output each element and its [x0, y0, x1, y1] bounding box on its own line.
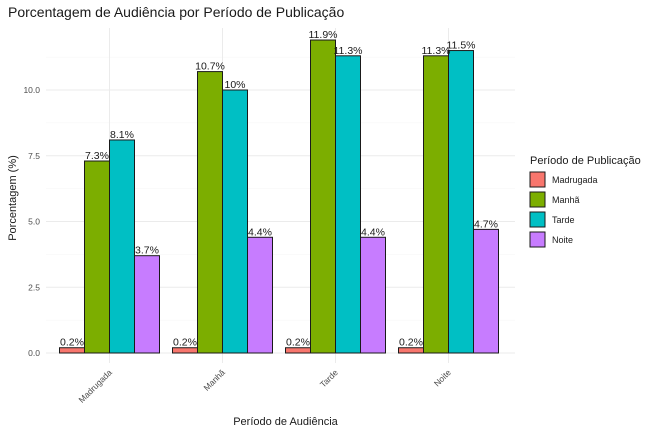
y-tick-label: 10.0	[23, 85, 40, 95]
data-label: 4.4%	[248, 226, 272, 238]
bar	[423, 55, 449, 354]
legend-label: Madrugada	[552, 175, 598, 185]
x-axis-ticks: Madrugada Manhã Tarde Noite	[76, 367, 453, 405]
legend-key	[529, 191, 546, 208]
data-label: 0.2%	[399, 337, 423, 349]
bar	[197, 71, 223, 354]
x-tick-label: Tarde	[318, 367, 340, 389]
bar	[134, 255, 160, 354]
bar	[473, 228, 499, 354]
data-label: 10%	[224, 79, 245, 91]
data-label: 0.2%	[173, 337, 197, 349]
data-labels: 0.2% 0.2% 0.2% 0.2% 7.3% 10.7% 11.9% 11.3% 8.1% 1…	[60, 29, 498, 349]
bar	[360, 236, 386, 354]
data-label: 10.7%	[195, 61, 225, 73]
y-tick-label: 0.0	[28, 348, 40, 358]
legend-key	[529, 231, 546, 248]
bar	[222, 89, 248, 354]
bar	[109, 139, 135, 354]
data-label: 11.3%	[422, 45, 451, 57]
bars	[59, 39, 499, 354]
legend-key	[529, 211, 546, 228]
legend-key	[529, 171, 546, 188]
legend-label: Tarde	[552, 215, 575, 225]
bar	[448, 50, 474, 354]
x-tick-label: Madrugada	[76, 367, 114, 405]
data-label: 4.4%	[361, 226, 385, 238]
data-label: 0.2%	[60, 337, 84, 349]
data-label: 3.7%	[135, 245, 159, 257]
y-tick-label: 7.5	[28, 151, 40, 161]
legend-title: Período de Publicação	[530, 155, 641, 167]
data-label: 11.5%	[447, 40, 476, 52]
legend: Período de Publicação Madrugada Manhã Tard…	[529, 155, 641, 248]
y-axis-title: Porcentagem (%)	[7, 155, 19, 241]
legend-label: Manhã	[552, 195, 580, 205]
x-tick-label: Noite	[432, 367, 453, 388]
data-label: 11.3%	[334, 45, 363, 57]
bar	[310, 39, 336, 354]
bar	[84, 160, 110, 354]
data-label: 8.1%	[110, 129, 134, 141]
data-label: 4.7%	[474, 218, 498, 230]
data-label: 11.9%	[309, 29, 338, 41]
data-label: 7.3%	[85, 150, 109, 162]
bar	[247, 236, 273, 354]
x-axis-title: Período de Audiência	[233, 416, 338, 428]
x-tick-label: Manhã	[201, 367, 227, 393]
y-tick-label: 5.0	[28, 217, 40, 227]
y-tick-label: 2.5	[28, 282, 40, 292]
y-axis-ticks: 0.0 2.5 5.0 7.5 10.0	[23, 85, 40, 358]
bar	[335, 55, 361, 354]
data-label: 0.2%	[286, 337, 310, 349]
legend-label: Noite	[552, 235, 573, 245]
chart-title: Porcentagem de Audiência por Período de …	[8, 4, 344, 20]
